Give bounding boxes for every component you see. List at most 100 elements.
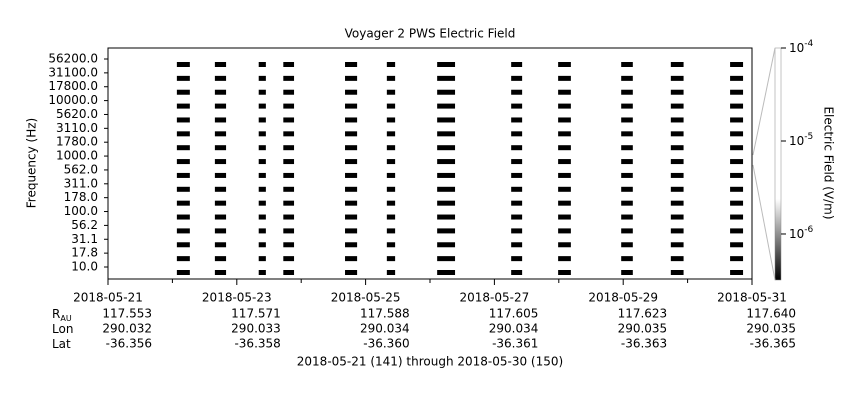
data-block	[511, 62, 523, 67]
ephemeris-value: 117.640	[746, 307, 796, 321]
data-block	[345, 145, 358, 151]
data-block	[670, 242, 684, 248]
data-block	[176, 228, 190, 234]
data-block	[558, 242, 571, 248]
data-block	[621, 145, 633, 151]
ephemeris-label-subscript: AU	[60, 314, 71, 323]
data-block	[258, 214, 266, 220]
y-tick-label: 56.2	[71, 218, 98, 232]
data-block	[511, 145, 523, 151]
data-block	[345, 242, 358, 248]
ephemeris-value: -36.365	[750, 337, 796, 351]
footer: 2018-05-21 (141) through 2018-05-30 (150…	[297, 355, 563, 369]
data-block	[283, 62, 295, 67]
data-block	[621, 103, 633, 109]
data-block	[621, 270, 633, 275]
data-block	[670, 172, 684, 178]
data-block	[283, 103, 295, 109]
data-block	[283, 214, 295, 220]
data-block	[258, 89, 266, 95]
ephemeris-value: -36.358	[234, 337, 280, 351]
colorbar-tick-base: 10	[789, 41, 804, 55]
data-block	[670, 131, 684, 137]
ephemeris-label: Lon	[52, 322, 73, 336]
data-block	[345, 200, 358, 206]
data-block	[283, 89, 295, 95]
data-block	[670, 186, 684, 192]
data-block	[283, 200, 295, 206]
data-block	[214, 242, 227, 248]
data-block	[730, 256, 744, 262]
data-block	[670, 214, 684, 220]
colorbar	[774, 47, 782, 281]
data-block	[621, 214, 633, 220]
data-block	[558, 103, 571, 109]
data-block	[558, 62, 571, 67]
data-block	[214, 270, 227, 275]
data-block	[621, 200, 633, 206]
data-block	[214, 159, 227, 165]
data-block	[283, 186, 295, 192]
data-block	[386, 200, 396, 206]
ephemeris-value: 290.035	[618, 322, 668, 336]
y-tick-label: 1780.0	[56, 135, 98, 149]
data-block	[345, 228, 358, 234]
x-tick-label: 2018-05-29	[588, 291, 658, 305]
data-block	[258, 256, 266, 262]
data-block	[621, 256, 633, 262]
data-block	[386, 159, 396, 165]
data-block	[345, 117, 358, 123]
data-block	[670, 117, 684, 123]
data-block	[437, 62, 456, 67]
data-block	[214, 62, 227, 67]
data-block	[345, 172, 358, 178]
ephemeris-value: 290.035	[746, 322, 796, 336]
data-block	[437, 214, 456, 220]
colorbar-tick-base: 10	[789, 133, 804, 147]
data-block	[283, 256, 295, 262]
data-block	[558, 186, 571, 192]
ephemeris-value: 117.553	[102, 307, 152, 321]
data-block	[176, 214, 190, 220]
data-block	[258, 242, 266, 248]
data-block	[345, 89, 358, 95]
data-block	[621, 242, 633, 248]
data-block	[511, 172, 523, 178]
data-block	[621, 89, 633, 95]
data-block	[283, 131, 295, 137]
ephemeris-value: 290.034	[360, 322, 410, 336]
data-block	[558, 131, 571, 137]
data-block	[258, 200, 266, 206]
data-block	[176, 103, 190, 109]
data-block	[176, 117, 190, 123]
data-block	[214, 117, 227, 123]
ephemeris-label-text: R	[52, 307, 60, 321]
data-block	[176, 75, 190, 81]
data-block	[283, 117, 295, 123]
colorbar-label: Electric Field (V/m)	[822, 106, 836, 219]
data-block	[214, 89, 227, 95]
data-block	[730, 103, 744, 109]
data-block	[558, 172, 571, 178]
ephemeris-label: Lat	[52, 337, 71, 351]
y-tick-label: 10.0	[71, 260, 98, 274]
y-tick-label: 178.0	[64, 190, 98, 204]
data-block	[386, 186, 396, 192]
data-block	[558, 270, 571, 275]
data-block	[437, 242, 456, 248]
data-block	[386, 228, 396, 234]
data-block	[670, 228, 684, 234]
data-block	[437, 145, 456, 151]
x-tick-label: 2018-05-23	[202, 291, 272, 305]
data-block	[258, 172, 266, 178]
ephemeris-value: -36.361	[492, 337, 538, 351]
data-block	[621, 172, 633, 178]
data-block	[730, 242, 744, 248]
y-axis-label: Frequency (Hz)	[25, 118, 39, 209]
data-block	[345, 103, 358, 109]
data-block	[214, 131, 227, 137]
data-block	[558, 228, 571, 234]
colorbar-tick-exponent: -4	[804, 39, 813, 49]
y-tick-label: 17800.0	[48, 79, 98, 93]
